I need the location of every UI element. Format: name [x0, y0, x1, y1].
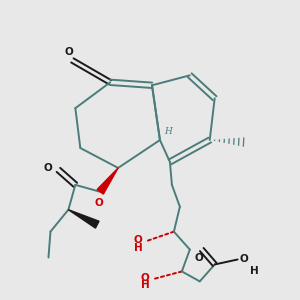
Text: O: O	[44, 164, 52, 173]
Text: O: O	[64, 47, 73, 57]
Text: O: O	[134, 235, 142, 245]
Polygon shape	[97, 168, 118, 194]
Text: O: O	[94, 198, 103, 208]
Text: H: H	[141, 280, 150, 290]
Text: H: H	[164, 128, 172, 136]
Polygon shape	[68, 210, 99, 228]
Text: O: O	[194, 253, 203, 263]
Text: H: H	[250, 266, 259, 276]
Text: O: O	[141, 273, 150, 283]
Text: H: H	[134, 242, 142, 253]
Text: O: O	[239, 254, 248, 264]
